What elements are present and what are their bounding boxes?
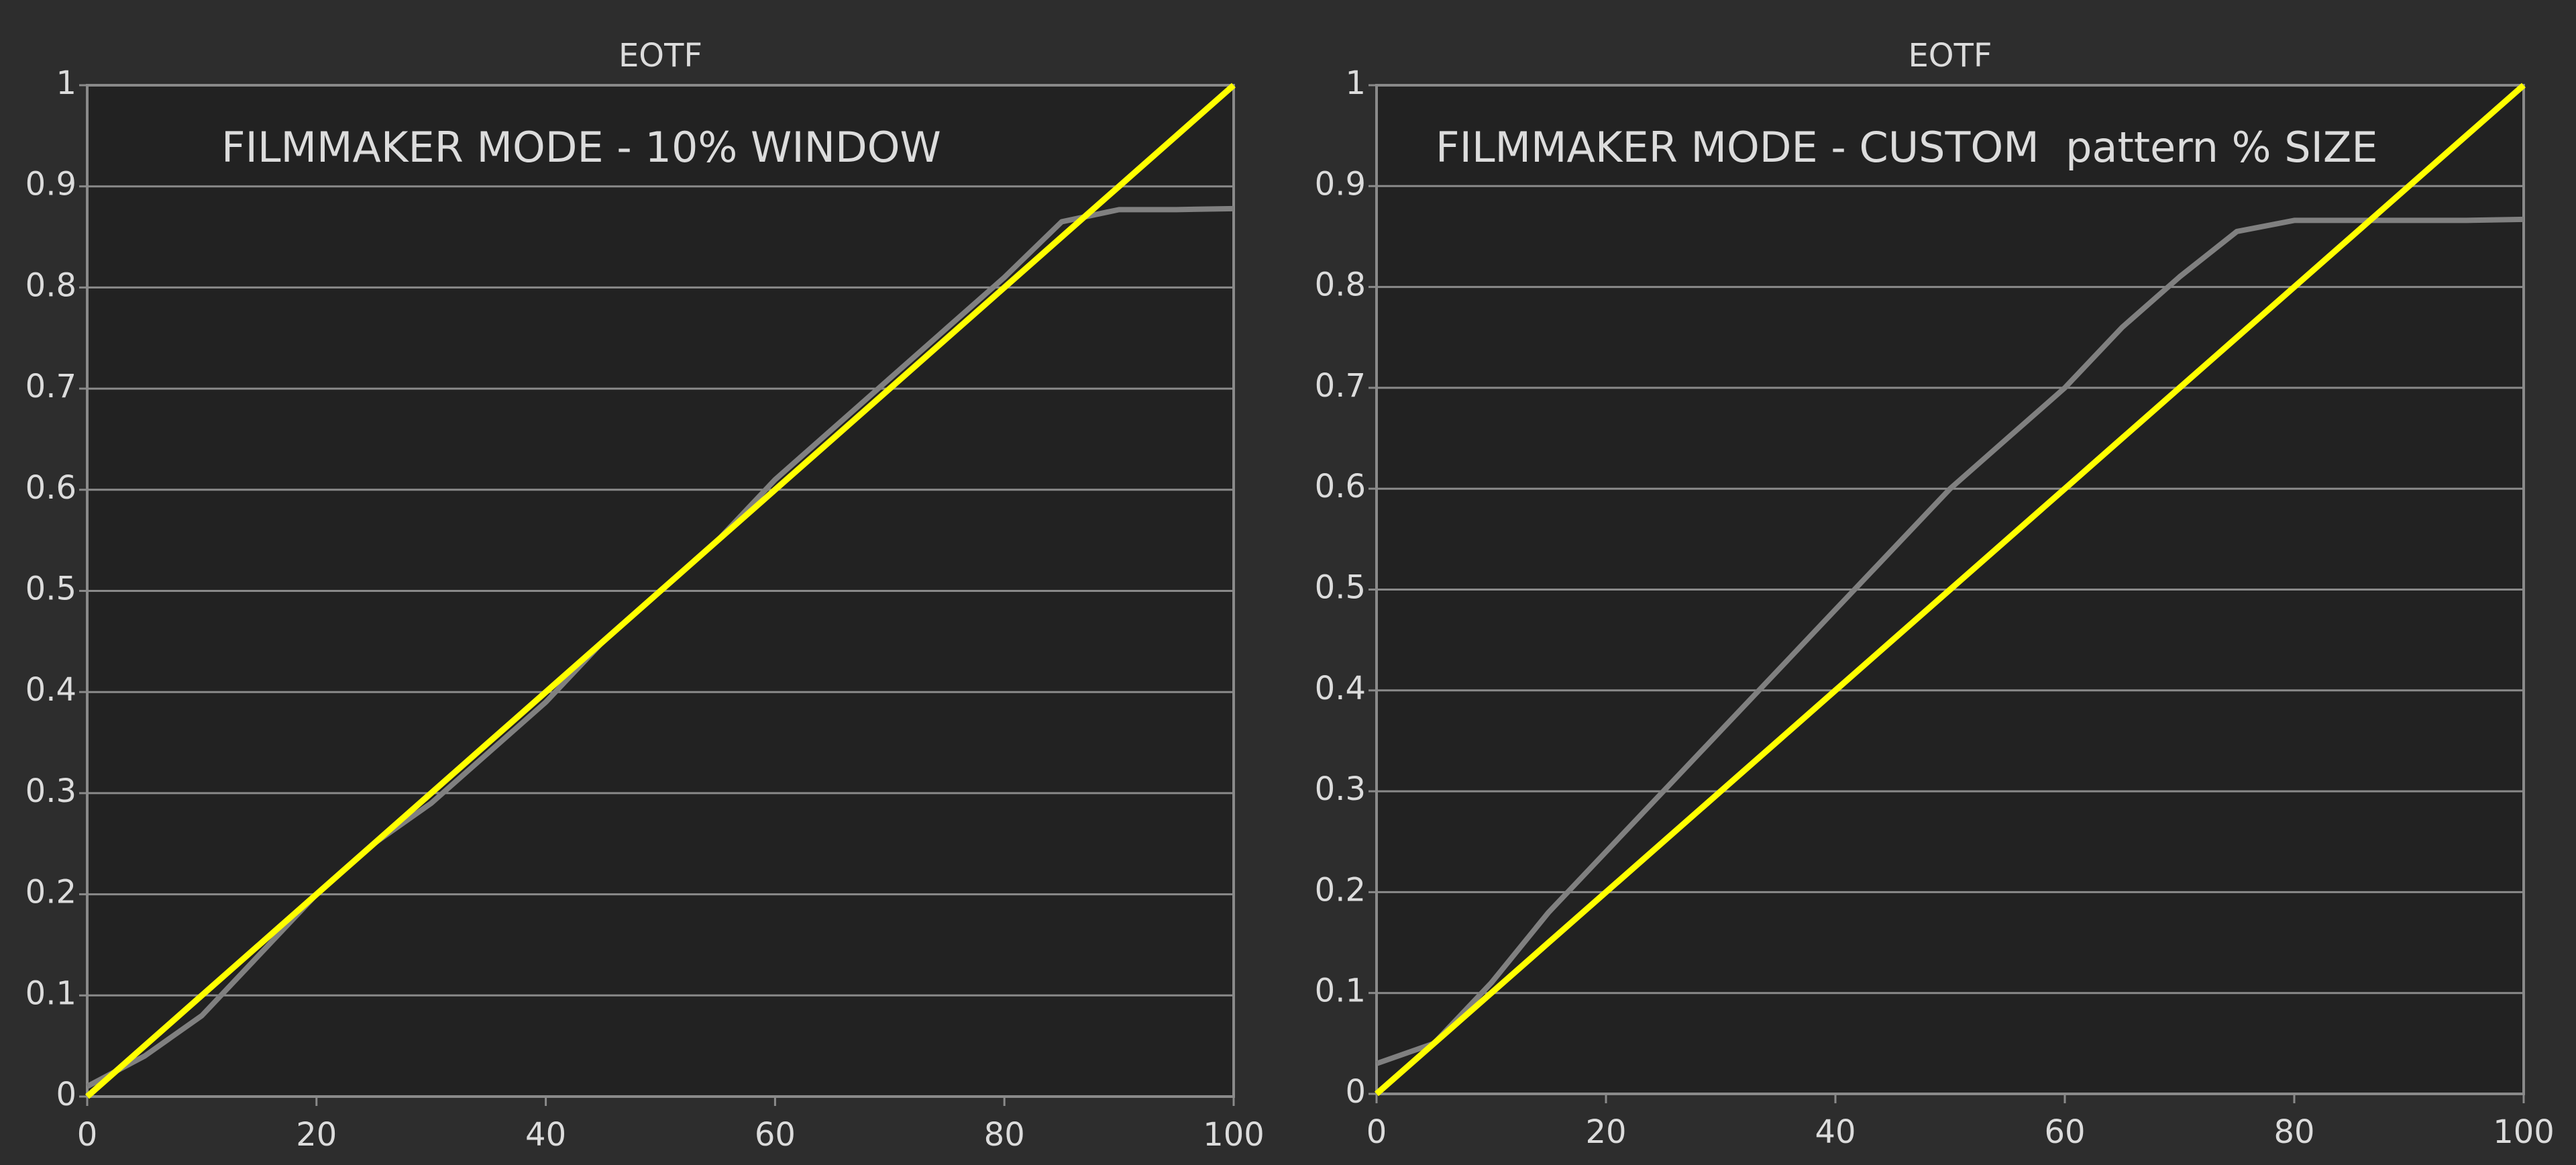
y-tick-label: 0.7 — [1315, 367, 1366, 405]
chart-title: EOTF — [619, 37, 702, 74]
x-tick-label: 0 — [77, 1116, 98, 1154]
annotation: FILMMAKER MODE - CUSTOM pattern % SIZE — [1436, 123, 2378, 172]
y-tick-label: 0.8 — [25, 266, 76, 304]
x-tick-label: 80 — [984, 1116, 1025, 1154]
y-tick-label: 0.6 — [1315, 468, 1366, 505]
plot-frame — [86, 84, 1235, 1098]
y-tick-label: 0.7 — [25, 368, 76, 405]
plot-frame — [1375, 84, 2525, 1095]
x-tick-label: 20 — [1585, 1113, 1626, 1151]
y-tick-label: 0.2 — [1315, 871, 1366, 909]
series-line — [1375, 216, 2524, 1066]
y-tick-label: 0.9 — [25, 166, 76, 203]
y-tick-label: 0.9 — [1315, 165, 1366, 203]
annotation: FILMMAKER MODE - 10% WINDOW — [221, 123, 941, 172]
x-tick-label: 0 — [1366, 1113, 1387, 1151]
x-tick-label: 100 — [1203, 1116, 1265, 1154]
x-tick-label: 60 — [755, 1116, 796, 1154]
y-tick-label: 1 — [56, 64, 76, 102]
y-tick-label: 0.1 — [1315, 972, 1366, 1010]
x-tick-label: 60 — [2044, 1113, 2085, 1151]
y-tick-label: 0.8 — [1315, 266, 1366, 304]
x-tick-label: 80 — [2273, 1113, 2314, 1151]
y-tick-label: 0 — [56, 1076, 76, 1113]
y-tick-label: 0.4 — [1315, 670, 1366, 707]
chart-title: EOTF — [1908, 37, 1992, 74]
y-tick-label: 0.3 — [1315, 770, 1366, 808]
y-tick-label: 0.5 — [25, 570, 76, 608]
x-tick-label: 40 — [1815, 1113, 1856, 1151]
y-tick-label: 0.4 — [25, 671, 76, 709]
y-tick-label: 1 — [1345, 64, 1366, 102]
series-line — [1375, 83, 2526, 1097]
series-line — [85, 83, 1236, 1099]
y-tick-label: 0.3 — [25, 772, 76, 810]
y-tick-label: 0 — [1345, 1073, 1366, 1111]
x-tick-label: 20 — [296, 1116, 337, 1154]
x-tick-label: 40 — [525, 1116, 566, 1154]
y-tick-label: 0.6 — [25, 469, 76, 507]
y-tick-label: 0.2 — [25, 874, 76, 911]
y-tick-label: 0.1 — [25, 974, 76, 1012]
x-tick-label: 100 — [2493, 1113, 2555, 1151]
y-tick-label: 0.5 — [1315, 569, 1366, 607]
